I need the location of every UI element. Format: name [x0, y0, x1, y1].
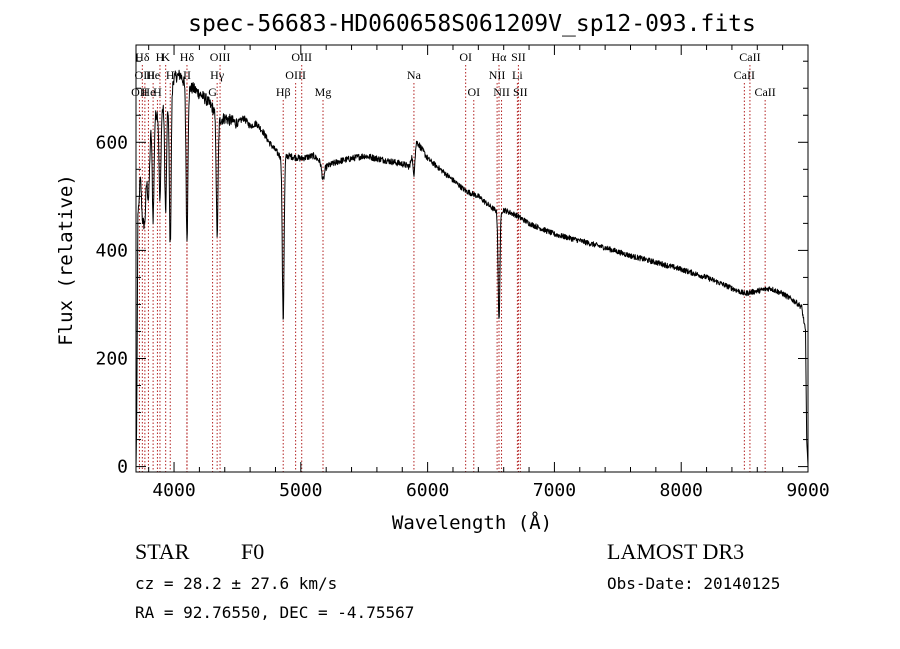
spectral-line-label: G: [208, 85, 217, 99]
plot-frame: [135, 44, 809, 473]
spectral-line-label: Hα: [492, 50, 508, 64]
spectral-line-label: K: [161, 50, 170, 64]
x-tick-label: 5000: [279, 480, 322, 501]
spectral-line-label: Hβ: [276, 85, 291, 99]
spectral-line-label: He: [141, 85, 155, 99]
spectral-line-label: OIII: [135, 68, 156, 82]
x-tick-label: 6000: [406, 480, 449, 501]
subclass: F0: [241, 539, 264, 564]
spectral-line-label: Hδ: [180, 50, 195, 64]
coordinates: RA = 92.76550, DEC = -4.75567: [135, 603, 414, 622]
spectral-line-label: OIII: [291, 50, 312, 64]
spectral-line-label: OII: [131, 85, 148, 99]
x-tick-label: 8000: [660, 480, 703, 501]
spectral-line-label: OI: [467, 85, 480, 99]
obs-date: Obs-Date: 20140125: [607, 574, 780, 593]
info-panel: STAR F0 LAMOST DR3 cz = 28.2 ± 27.6 km/s…: [135, 539, 780, 622]
y-tick-label: 200: [95, 348, 128, 369]
y-tick-label: 0: [117, 457, 128, 478]
spectral-line-label: OIII: [210, 50, 231, 64]
axis-ticks: 4000 5000 6000 7000 8000 9000 0 200 400 600: [95, 45, 830, 501]
spectral-line-label: II: [183, 68, 191, 82]
spectral-line-label: He: [146, 68, 160, 82]
object-class: STAR: [135, 539, 190, 564]
spectral-line-labels: OIIHδOIIIHeHeHHKHHδIIGHγOIIIHβOIIIOIIIMg…: [131, 50, 776, 99]
spectral-line-label: H: [156, 50, 165, 64]
redshift-text: cz = 28.2 ± 27.6 km/s: [135, 574, 337, 593]
chart-title: spec-56683-HD060658S061209V_sp12-093.fit…: [188, 11, 756, 37]
spectral-line-label: Na: [407, 68, 422, 82]
spectral-line-label: CaII: [734, 68, 755, 82]
spectral-line-label: H: [153, 85, 162, 99]
spectral-line-label: H: [166, 68, 175, 82]
y-axis-label: Flux (relative): [55, 174, 77, 346]
y-tick-label: 600: [95, 132, 128, 153]
x-tick-label: 7000: [533, 480, 576, 501]
x-tick-label: 4000: [152, 480, 195, 501]
spectrum-line: [135, 69, 809, 469]
spectral-line-label: CaII: [754, 85, 775, 99]
spectral-line-label: Hδ: [135, 50, 150, 64]
spectral-line-label: Li: [512, 68, 523, 82]
axes: [135, 44, 809, 473]
spectral-line-markers: [138, 65, 766, 472]
spectral-line-label: NII: [493, 85, 510, 99]
spectral-line-label: SII: [511, 50, 526, 64]
spectral-line-label: OIII: [285, 68, 306, 82]
spectral-line-label: SII: [513, 85, 528, 99]
spectral-line-label: Hγ: [210, 68, 225, 82]
spectral-line-label: OI: [459, 50, 472, 64]
y-tick-label: 400: [95, 240, 128, 261]
spectral-line-label: Mg: [315, 85, 332, 99]
survey-name: LAMOST DR3: [607, 539, 744, 564]
x-axis-label: Wavelength (Å): [392, 511, 552, 534]
spectral-line-label: CaII: [739, 50, 760, 64]
x-tick-label: 9000: [786, 480, 829, 501]
spectral-line-label: NII: [489, 68, 506, 82]
